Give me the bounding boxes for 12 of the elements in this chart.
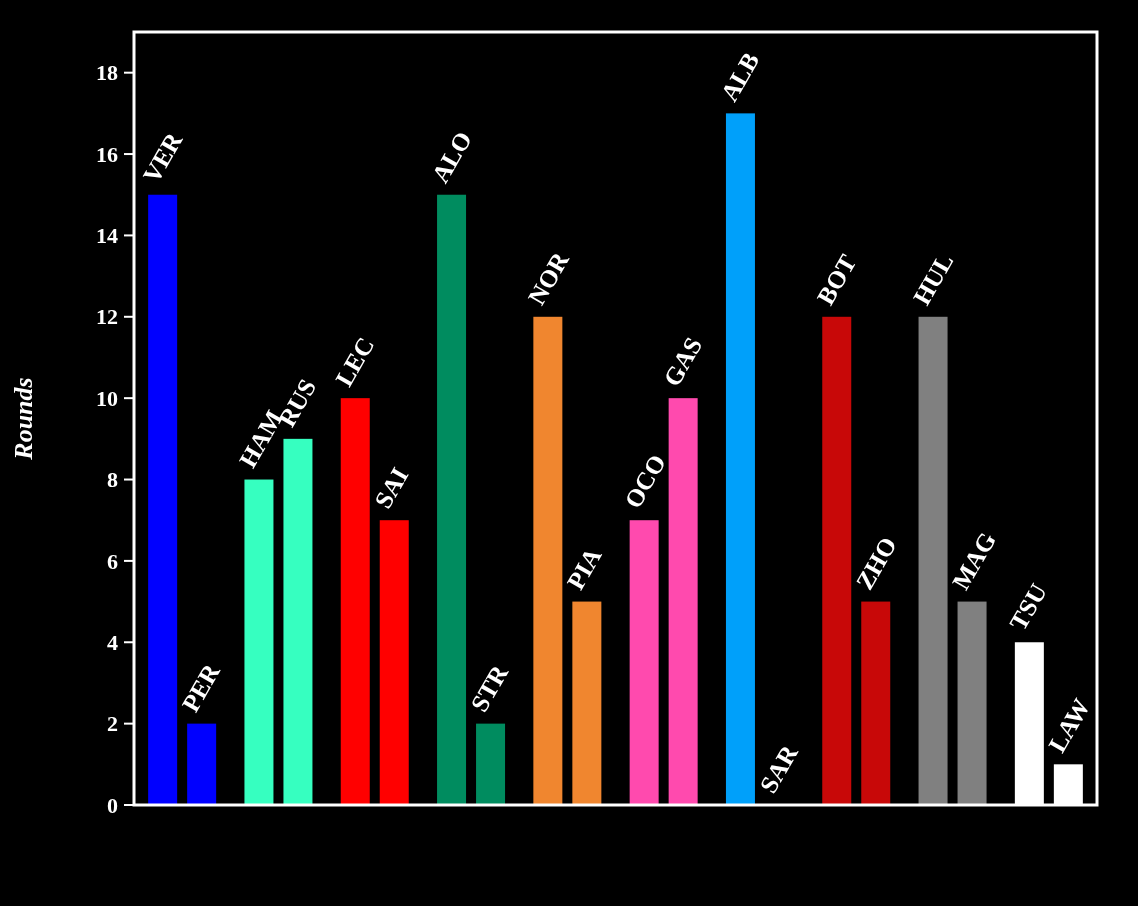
y-tick-label: 18 — [96, 60, 118, 86]
y-tick-label: 14 — [96, 223, 118, 249]
y-tick-label: 12 — [96, 304, 118, 330]
x-tick-label: PIA — [561, 543, 607, 595]
y-tick-label: 8 — [107, 467, 118, 493]
y-tick-label: 6 — [107, 548, 118, 574]
y-tick-label: 16 — [96, 141, 118, 167]
y-tick-label: 0 — [107, 792, 118, 818]
y-tick-label: 4 — [107, 629, 118, 655]
y-tick-label: 2 — [107, 711, 118, 737]
y-tick-label: 10 — [96, 385, 118, 411]
y-axis-title: Rounds — [9, 377, 38, 461]
